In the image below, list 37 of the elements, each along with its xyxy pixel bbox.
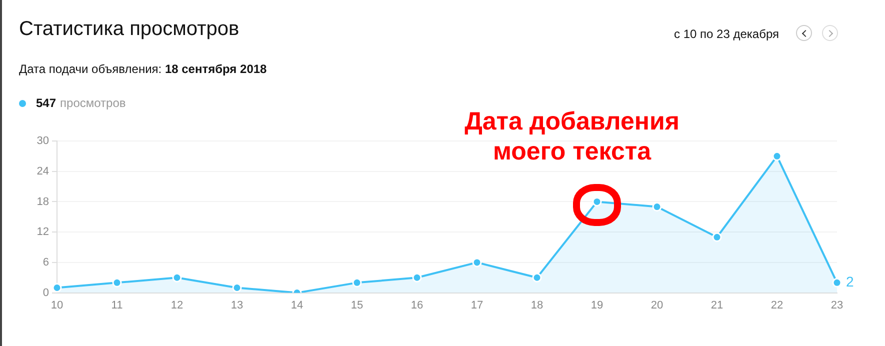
chart-title: Статистика просмотров: [19, 18, 240, 41]
y-tick-label: 6: [42, 256, 49, 268]
point: [832, 278, 842, 288]
point: [712, 232, 722, 242]
x-tick-label: 17: [470, 299, 484, 312]
x-tick-label: 21: [710, 299, 724, 312]
annotation: Дата добавления моего текста: [464, 108, 680, 166]
x-tick-label: 16: [410, 299, 424, 312]
point: [412, 272, 422, 282]
x-tick-label: 18: [530, 299, 544, 312]
point: [52, 282, 62, 292]
x-tick-label: 13: [230, 299, 244, 312]
x-tick-label: 14: [290, 299, 304, 312]
x-tick-label: 20: [650, 299, 664, 312]
text: с 10 по 23 декабря: [674, 27, 779, 41]
chart-subtitle: Дата подачи объявления: 18 сентября 2018: [19, 62, 267, 76]
x-tick-label: 23: [830, 299, 844, 312]
point: [352, 278, 362, 288]
y-tick-label: 12: [36, 226, 49, 238]
y-tick-label: 18: [36, 196, 49, 208]
legend-label: 547 просмотров: [35, 96, 126, 110]
point: [652, 202, 662, 212]
point: [472, 258, 482, 268]
x-tick-label: 19: [590, 299, 604, 312]
data-label: 2: [846, 274, 854, 290]
point: [112, 278, 122, 288]
x-tick-label: 10: [50, 299, 64, 312]
y-tick-label: 24: [36, 165, 49, 178]
x-tick-label: 15: [350, 299, 364, 312]
y-tick-label: 0: [42, 286, 49, 299]
y-tick-label: 30: [36, 135, 49, 148]
x-tick-label: 12: [170, 299, 184, 312]
point: [532, 272, 542, 282]
x-tick-label: 11: [111, 299, 123, 312]
point: [772, 151, 782, 161]
x-tick-label: 22: [770, 299, 784, 312]
point: [172, 272, 182, 282]
